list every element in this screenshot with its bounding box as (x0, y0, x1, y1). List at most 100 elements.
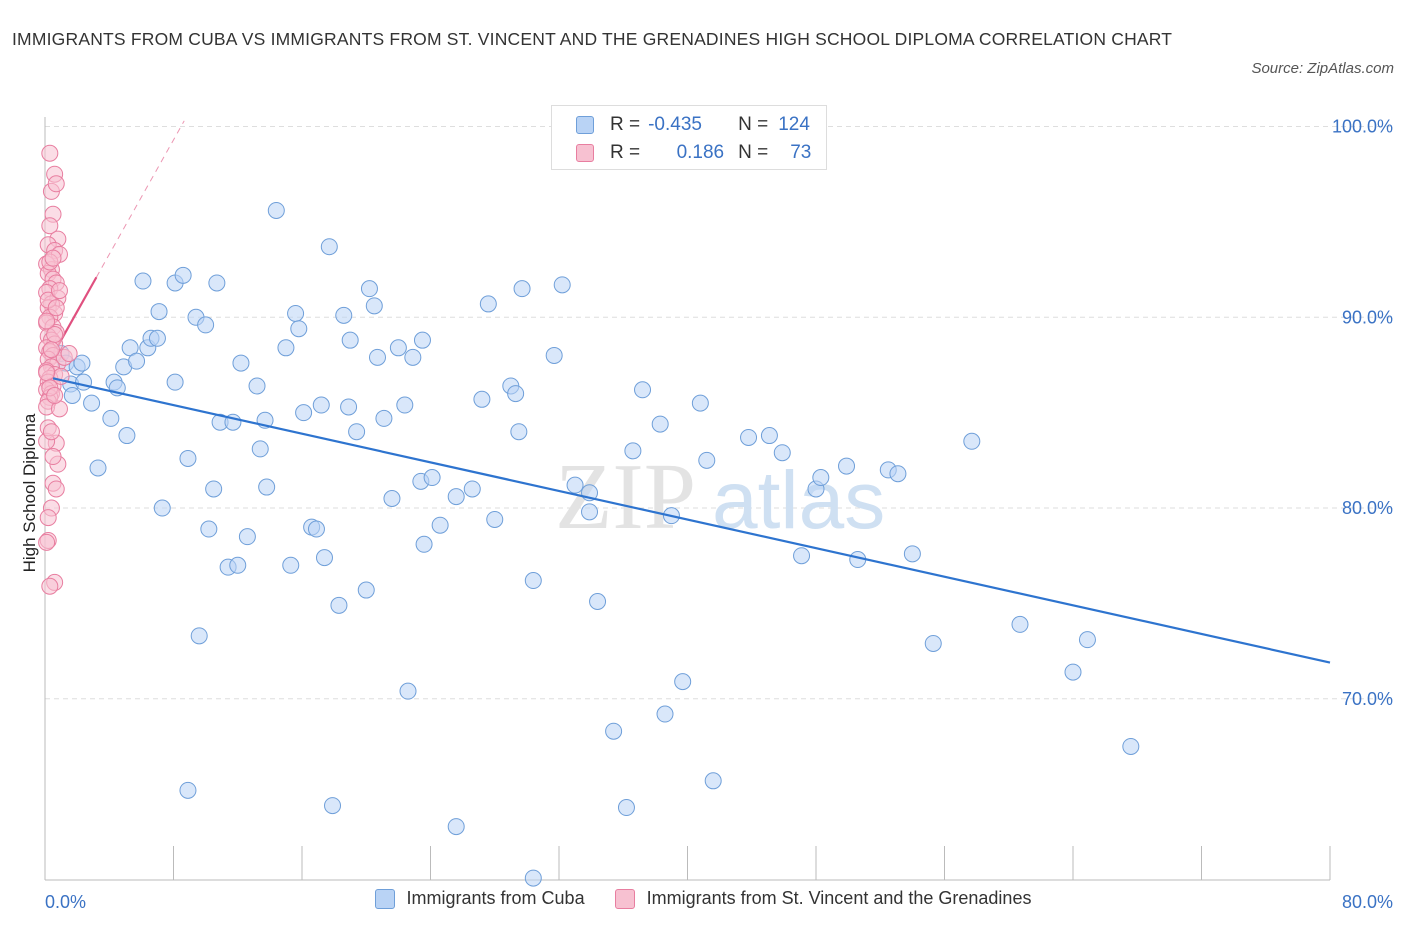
data-point-cuba (479, 295, 497, 313)
data-point-cuba (773, 444, 791, 462)
x-tick-label-min: 0.0% (45, 892, 86, 912)
data-point-st-vincent (44, 249, 62, 267)
data-point-cuba (423, 469, 441, 487)
data-point-cuba (1064, 663, 1082, 681)
data-point-cuba (63, 386, 81, 404)
data-point-st-vincent (39, 509, 57, 527)
data-point-cuba (396, 396, 414, 414)
data-point-cuba (258, 478, 276, 496)
n-label: N = (738, 114, 769, 135)
data-point-cuba (251, 440, 269, 458)
r-value: 0.186 (676, 142, 725, 163)
data-point-cuba (383, 490, 401, 507)
y-tick-labels: 70.0% 80.0% 90.0% 100.0% (1332, 117, 1393, 709)
data-point-cuba (674, 673, 692, 691)
data-point-cuba (510, 423, 528, 441)
data-point-st-vincent (46, 386, 64, 404)
data-point-cuba (793, 547, 811, 565)
data-point-cuba (360, 280, 378, 298)
data-point-cuba (524, 869, 542, 887)
data-point-cuba (232, 354, 250, 372)
data-point-st-vincent (41, 144, 59, 162)
data-point-cuba (330, 596, 348, 614)
data-point-cuba (89, 459, 107, 477)
data-point-st-vincent (42, 341, 60, 359)
data-point-cuba (153, 499, 171, 517)
legend-swatch-st-vincent (614, 888, 635, 909)
data-point-cuba (320, 238, 338, 256)
watermark-atlas: atlas (712, 455, 885, 546)
data-point-cuba (463, 480, 481, 498)
data-point-cuba (473, 390, 491, 408)
stats-swatch-st-vincent (576, 144, 594, 162)
data-point-cuba (624, 442, 642, 460)
data-point-st-vincent (47, 299, 65, 317)
legend-item-st-vincent[interactable]: Immigrants from St. Vincent and the Gren… (614, 888, 1032, 909)
data-point-cuba (760, 427, 778, 445)
data-point-cuba (415, 535, 433, 553)
data-point-cuba (290, 320, 308, 338)
data-point-cuba (553, 276, 571, 294)
data-point-cuba (205, 480, 223, 498)
data-point-st-vincent (44, 448, 62, 466)
data-point-cuba (651, 415, 669, 433)
grid-lines (45, 126, 1393, 700)
data-point-st-vincent (38, 312, 56, 330)
data-point-st-vincent (38, 533, 56, 551)
data-point-cuba (340, 398, 358, 416)
data-point-cuba (368, 348, 386, 366)
legend-item-cuba[interactable]: Immigrants from Cuba (374, 888, 585, 909)
data-point-cuba (634, 381, 652, 399)
data-point-st-vincent (41, 217, 59, 235)
chart-title: IMMIGRANTS FROM CUBA VS IMMIGRANTS FROM … (12, 29, 1173, 49)
data-point-cuba (128, 352, 146, 370)
data-point-st-vincent (60, 345, 78, 363)
data-point-cuba (524, 572, 542, 590)
data-point-cuba (389, 339, 407, 357)
trend-extension-st-vincent (95, 120, 185, 278)
data-point-cuba (838, 457, 856, 475)
data-point-cuba (963, 432, 981, 450)
data-point-cuba (889, 465, 907, 483)
data-point-cuba (248, 377, 266, 395)
data-point-cuba (513, 280, 531, 298)
n-label: N = (738, 142, 769, 163)
y-tick-label: 90.0% (1342, 307, 1393, 327)
data-point-cuba (413, 331, 431, 349)
legend-label-st-vincent: Immigrants from St. Vincent and the Gren… (646, 888, 1032, 908)
data-point-cuba (404, 348, 422, 366)
data-point-cuba (507, 385, 525, 403)
data-point-cuba (166, 373, 184, 391)
data-point-cuba (617, 799, 635, 817)
data-point-cuba (200, 520, 218, 538)
data-point-cuba (150, 303, 168, 321)
data-point-st-vincent (47, 175, 65, 193)
data-point-cuba (691, 394, 709, 412)
data-point-cuba (208, 274, 226, 292)
data-point-cuba (698, 451, 716, 469)
data-point-cuba (365, 297, 383, 315)
data-point-cuba (704, 772, 722, 790)
data-point-cuba (656, 705, 674, 723)
data-point-cuba (238, 528, 256, 546)
data-point-cuba (924, 634, 942, 652)
data-point-st-vincent (38, 364, 56, 382)
data-point-st-vincent (50, 282, 68, 300)
data-point-cuba (118, 427, 136, 445)
stats-row-st-vincent: R = 0.186 N = 73 (576, 140, 811, 166)
data-point-st-vincent (41, 577, 59, 595)
legend-label-cuba: Immigrants from Cuba (406, 888, 585, 908)
data-point-cuba (134, 272, 152, 290)
data-point-cuba (447, 488, 465, 506)
data-point-st-vincent (47, 480, 65, 498)
data-point-cuba (179, 781, 197, 799)
y-tick-label: 100.0% (1332, 117, 1393, 137)
y-tick-label: 70.0% (1342, 689, 1393, 709)
stats-legend: R = -0.435 N = 124 R = 0.186 N = 73 (551, 105, 827, 170)
trend-line-cuba (52, 377, 1331, 664)
n-value: 73 (790, 142, 812, 163)
data-point-cuba (73, 354, 91, 372)
data-point-cuba (1011, 615, 1029, 633)
x-tick-label-max: 80.0% (1342, 892, 1393, 912)
